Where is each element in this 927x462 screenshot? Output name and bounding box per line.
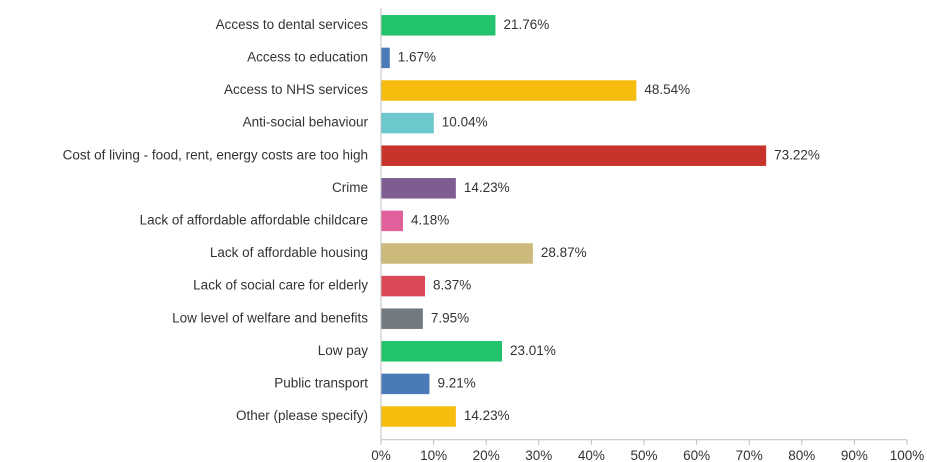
data-label: 10.04% <box>442 115 488 130</box>
bar <box>381 341 503 362</box>
category-label: Access to NHS services <box>224 82 368 97</box>
category-label: Lack of affordable housing <box>210 245 368 260</box>
category-label: Other (please specify) <box>236 408 368 423</box>
bar <box>381 373 430 395</box>
bar <box>381 406 456 427</box>
data-label: 73.22% <box>774 147 820 162</box>
x-tick-label: 20% <box>473 448 500 462</box>
category-label: Cost of living - food, rent, energy cost… <box>63 147 368 162</box>
category-label: Low pay <box>318 343 369 358</box>
data-label: 14.23% <box>464 408 510 423</box>
data-label: 8.37% <box>433 278 471 293</box>
x-tick-label: 60% <box>683 448 710 462</box>
bar <box>381 112 434 134</box>
x-tick-label: 30% <box>525 448 552 462</box>
bar <box>381 275 426 297</box>
bar <box>381 47 390 69</box>
bar <box>381 210 403 232</box>
x-tick-label: 0% <box>371 448 391 462</box>
x-tick-label: 10% <box>420 448 447 462</box>
data-label: 4.18% <box>411 212 449 227</box>
category-label: Lack of social care for elderly <box>193 278 368 293</box>
category-label: Public transport <box>274 375 368 390</box>
bar <box>381 80 637 101</box>
category-label: Low level of welfare and benefits <box>172 310 368 325</box>
category-label: Anti-social behaviour <box>243 115 369 130</box>
x-tick-label: 40% <box>578 448 605 462</box>
category-label: Access to dental services <box>216 17 369 32</box>
category-label: Lack of affordable affordable childcare <box>140 212 368 227</box>
data-label: 14.23% <box>464 180 510 195</box>
x-tick-label: 100% <box>890 448 925 462</box>
bar <box>381 15 496 36</box>
bar <box>381 145 767 166</box>
bar <box>381 178 456 199</box>
x-tick-label: 80% <box>788 448 815 462</box>
data-label: 21.76% <box>503 17 549 32</box>
data-label: 23.01% <box>510 343 556 358</box>
bars-layer: Access to dental services 21.76% Access to… <box>63 15 820 427</box>
x-tick-label: 90% <box>841 448 868 462</box>
category-label: Crime <box>332 180 368 195</box>
bar <box>381 243 533 264</box>
data-label: 7.95% <box>431 310 469 325</box>
x-axis-ticks: 0% 10% 20% 30% 40% 50% 60% 70% 80% 90% 100% <box>371 439 925 462</box>
data-label: 9.21% <box>437 375 475 390</box>
bar <box>381 308 423 329</box>
category-label: Access to education <box>247 49 368 64</box>
data-label: 28.87% <box>541 245 587 260</box>
x-tick-label: 50% <box>630 448 657 462</box>
data-label: 48.54% <box>644 82 690 97</box>
x-tick-label: 70% <box>736 448 763 462</box>
data-label: 1.67% <box>398 49 436 64</box>
